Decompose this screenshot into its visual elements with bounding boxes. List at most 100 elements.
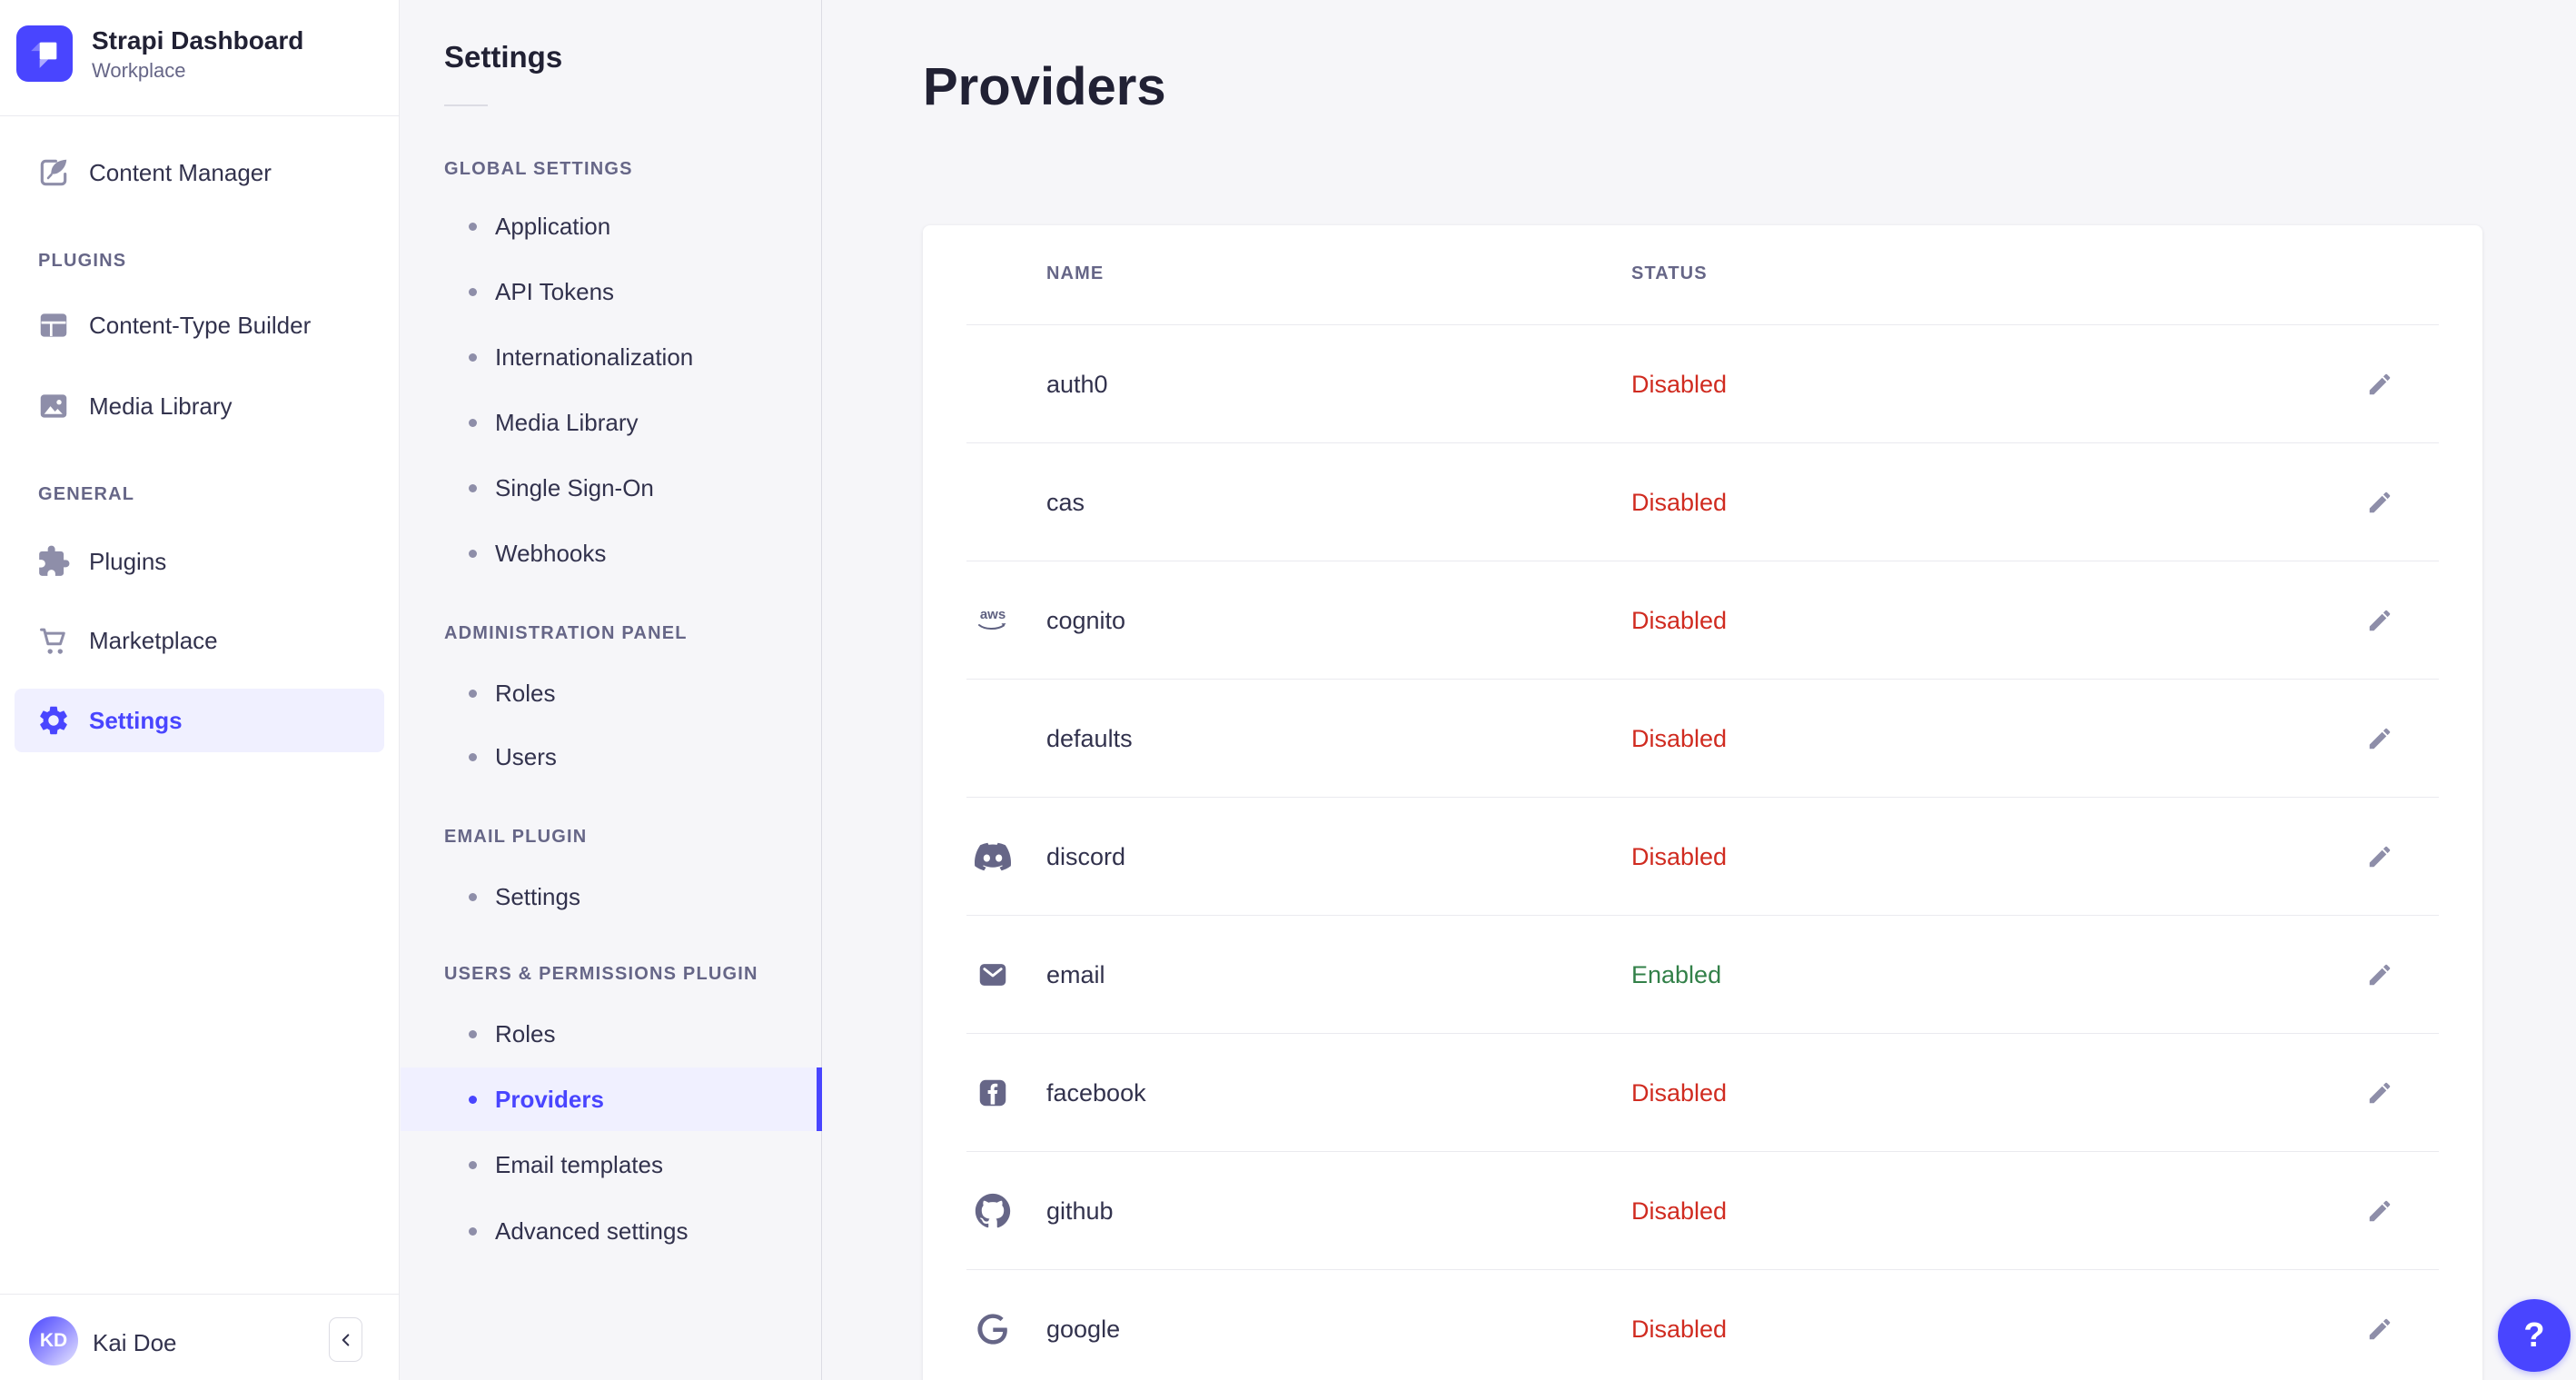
provider-name: auth0: [1046, 371, 1108, 398]
table-row-cognito[interactable]: aws cognito Disabled: [923, 561, 2482, 680]
sidebar-item-content-type-builder[interactable]: Content-Type Builder: [15, 300, 384, 351]
help-question-icon: ?: [2523, 1315, 2545, 1355]
column-header-status: STATUS: [1631, 263, 1708, 283]
table-row-defaults[interactable]: defaults Disabled: [923, 680, 2482, 798]
github-icon: [973, 1191, 1013, 1231]
pencil-icon: [2369, 846, 2391, 868]
subnav-section-users-permissions: USERS & PERMISSIONS PLUGIN: [444, 964, 758, 984]
status-badge: Disabled: [1631, 1079, 1728, 1107]
provider-name: discord: [1046, 843, 1126, 870]
status-badge: Disabled: [1631, 1315, 1728, 1343]
subnav-item-label: Internationalization: [495, 343, 694, 371]
subnav-item-label: Advanced settings: [495, 1216, 689, 1245]
pencil-icon: [2369, 1318, 2391, 1340]
sidebar-divider: [0, 1294, 399, 1295]
subnav-item-label: Application: [495, 212, 611, 240]
subnav-section-administration-panel: ADMINISTRATION PANEL: [444, 623, 688, 643]
edit-provider-button[interactable]: [2360, 364, 2400, 404]
provider-name: defaults: [1046, 725, 1133, 752]
subnav-item-api-tokens[interactable]: API Tokens: [401, 260, 821, 323]
collapse-sidebar-button[interactable]: [329, 1317, 362, 1362]
sidebar-item-label: Settings: [89, 706, 183, 734]
provider-icon-none: [973, 364, 1013, 404]
sidebar-item-label: Marketplace: [89, 626, 218, 654]
subnav-item-users[interactable]: Users: [401, 725, 821, 789]
sidebar-item-marketplace[interactable]: Marketplace: [15, 615, 384, 666]
svg-text:aws: aws: [980, 607, 1006, 622]
page-title: Providers: [923, 57, 1166, 116]
pencil-icon: [2369, 1200, 2391, 1222]
pencil-icon: [2369, 1082, 2391, 1104]
table-row-auth0[interactable]: auth0 Disabled: [923, 325, 2482, 443]
status-badge: Disabled: [1631, 371, 1728, 398]
bullet-icon: [469, 1226, 477, 1236]
sidebar-item-label: Plugins: [89, 547, 167, 575]
edit-provider-button[interactable]: [2360, 482, 2400, 522]
status-badge: Disabled: [1631, 489, 1728, 516]
subnav-item-email-settings[interactable]: Settings: [401, 865, 821, 928]
strapi-logo-icon: [31, 42, 57, 69]
sidebar-item-plugins[interactable]: Plugins: [15, 536, 384, 587]
workspace-switcher[interactable]: Strapi Dashboard Workplace: [16, 25, 303, 83]
status-badge: Disabled: [1631, 843, 1728, 870]
user-name: Kai Doe: [93, 1329, 177, 1356]
table-row-github[interactable]: github Disabled: [923, 1152, 2482, 1270]
table-row-facebook[interactable]: facebook Disabled: [923, 1034, 2482, 1152]
bullet-icon: [469, 1160, 477, 1169]
settings-subnav: Settings GLOBAL SETTINGS Application API…: [401, 0, 822, 1380]
subnav-item-label: Users: [495, 742, 557, 770]
edit-provider-button[interactable]: [2360, 1073, 2400, 1113]
user-avatar[interactable]: KD: [29, 1316, 78, 1365]
status-badge: Disabled: [1631, 725, 1728, 752]
sidebar-item-settings[interactable]: Settings: [15, 689, 384, 752]
pencil-icon: [2369, 491, 2391, 513]
table-row-google[interactable]: google Disabled: [923, 1270, 2482, 1380]
subnav-item-roles-up[interactable]: Roles: [401, 1002, 821, 1066]
bullet-icon: [469, 352, 477, 362]
subnav-item-roles-admin[interactable]: Roles: [401, 661, 821, 725]
app-title: Strapi Dashboard: [92, 26, 304, 55]
edit-provider-button[interactable]: [2360, 1309, 2400, 1349]
google-icon: [973, 1309, 1013, 1349]
sidebar-item-media-library[interactable]: Media Library: [15, 381, 384, 432]
strapi-logo: [16, 25, 73, 83]
subnav-title-divider: [444, 104, 488, 106]
sidebar-item-content-manager[interactable]: Content Manager: [15, 147, 384, 198]
pencil-icon: [2369, 964, 2391, 986]
table-row-email[interactable]: email Enabled: [923, 916, 2482, 1034]
workspace-name: Workplace: [92, 58, 186, 82]
table-header: NAME STATUS: [923, 225, 2482, 325]
sidebar-item-label: Content Manager: [89, 158, 272, 186]
table-row-discord[interactable]: discord Disabled: [923, 798, 2482, 916]
subnav-item-email-templates[interactable]: Email templates: [401, 1133, 821, 1196]
bullet-icon: [469, 689, 477, 698]
subnav-item-media-library[interactable]: Media Library: [401, 391, 821, 454]
table-row-cas[interactable]: cas Disabled: [923, 443, 2482, 561]
subnav-item-internationalization[interactable]: Internationalization: [401, 325, 821, 389]
edit-provider-button[interactable]: [2360, 955, 2400, 995]
bullet-icon: [469, 892, 477, 901]
pencil-icon: [2369, 728, 2391, 750]
bullet-icon: [469, 549, 477, 558]
subnav-title: Settings: [444, 40, 563, 74]
subnav-item-advanced-settings[interactable]: Advanced settings: [401, 1199, 821, 1263]
provider-icon-none: [973, 719, 1013, 759]
chevron-left-icon: [342, 1333, 349, 1346]
subnav-item-providers[interactable]: Providers: [401, 1067, 822, 1131]
bullet-icon: [469, 222, 477, 231]
bullet-icon: [469, 287, 477, 296]
edit-provider-button[interactable]: [2360, 1191, 2400, 1231]
subnav-item-single-sign-on[interactable]: Single Sign-On: [401, 456, 821, 520]
bullet-icon: [469, 1029, 477, 1038]
edit-provider-button[interactable]: [2360, 601, 2400, 640]
subnav-item-application[interactable]: Application: [401, 194, 821, 258]
user-initials: KD: [39, 1330, 68, 1351]
user-row: KD Kai Doe: [0, 1306, 399, 1379]
edit-provider-button[interactable]: [2360, 719, 2400, 759]
bullet-icon: [469, 752, 477, 761]
edit-provider-button[interactable]: [2360, 837, 2400, 877]
providers-table: NAME STATUS auth0 Disabled cas Disabled: [923, 225, 2482, 1380]
subnav-item-webhooks[interactable]: Webhooks: [401, 521, 821, 585]
help-button[interactable]: ?: [2498, 1299, 2571, 1372]
